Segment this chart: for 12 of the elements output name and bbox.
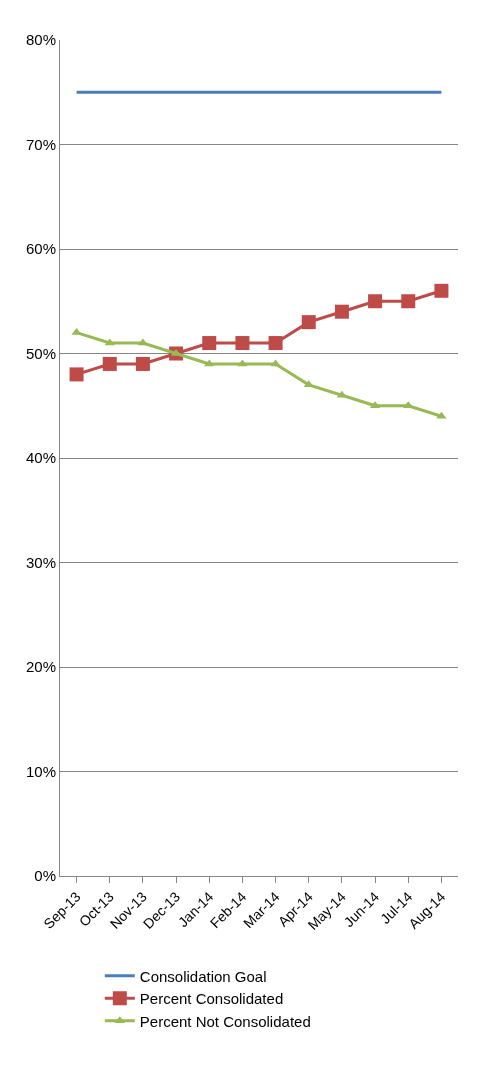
y-tick-label: 70%: [25, 135, 56, 153]
y-tick-label: 30%: [25, 553, 56, 571]
legend-label: Percent Not Consolidated: [139, 1012, 311, 1030]
y-tick-label: 80%: [25, 31, 56, 49]
legend-label: Percent Consolidated: [139, 990, 284, 1008]
y-tick-label: 0%: [34, 867, 56, 885]
y-tick-label: 20%: [25, 658, 56, 676]
y-tick-label: 60%: [25, 240, 56, 258]
legend-label: Consolidation Goal: [139, 967, 267, 985]
y-tick-label: 50%: [25, 344, 56, 362]
y-tick-label: 10%: [25, 762, 56, 780]
y-tick-label: 40%: [25, 449, 56, 467]
